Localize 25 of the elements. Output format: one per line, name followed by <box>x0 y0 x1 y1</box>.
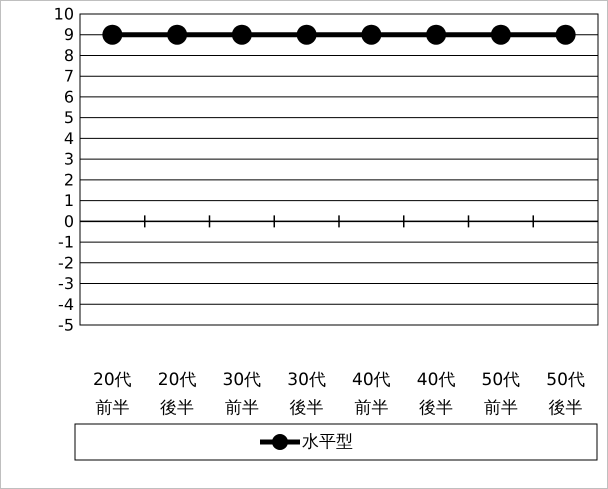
y-tick-label: 2 <box>64 170 74 190</box>
y-tick-label: -5 <box>58 316 74 334</box>
x-tick-label: 30代前半 <box>222 370 262 418</box>
y-tick-label: 10 <box>54 4 74 24</box>
x-tick-label: 50代前半 <box>482 370 520 418</box>
legend-label: 水平型 <box>302 432 353 452</box>
x-tick-label: 30代後半 <box>287 370 326 418</box>
x-tick-label: 20代後半 <box>158 370 196 418</box>
y-tick-label: 5 <box>64 108 74 128</box>
y-tick-label: 3 <box>64 150 74 169</box>
y-tick-label: 0 <box>64 212 74 231</box>
x-tick-label: 40代前半 <box>352 370 391 418</box>
y-tick-label: -4 <box>58 294 74 314</box>
x-tick-label: 20代前半 <box>93 370 132 418</box>
y-tick-label: 4 <box>64 128 74 148</box>
y-tick-label: 7 <box>64 66 74 86</box>
y-tick-label: 9 <box>64 25 74 44</box>
x-tick-label: 50代後半 <box>546 370 585 418</box>
y-tick-label: 8 <box>64 46 74 65</box>
y-tick-label: -3 <box>58 274 74 294</box>
x-tick-label: 40代後半 <box>416 370 456 418</box>
y-tick-label: -2 <box>58 253 74 272</box>
y-tick-label: -1 <box>58 232 74 252</box>
y-tick-label: 1 <box>64 191 74 210</box>
y-tick-label: 6 <box>64 87 74 106</box>
